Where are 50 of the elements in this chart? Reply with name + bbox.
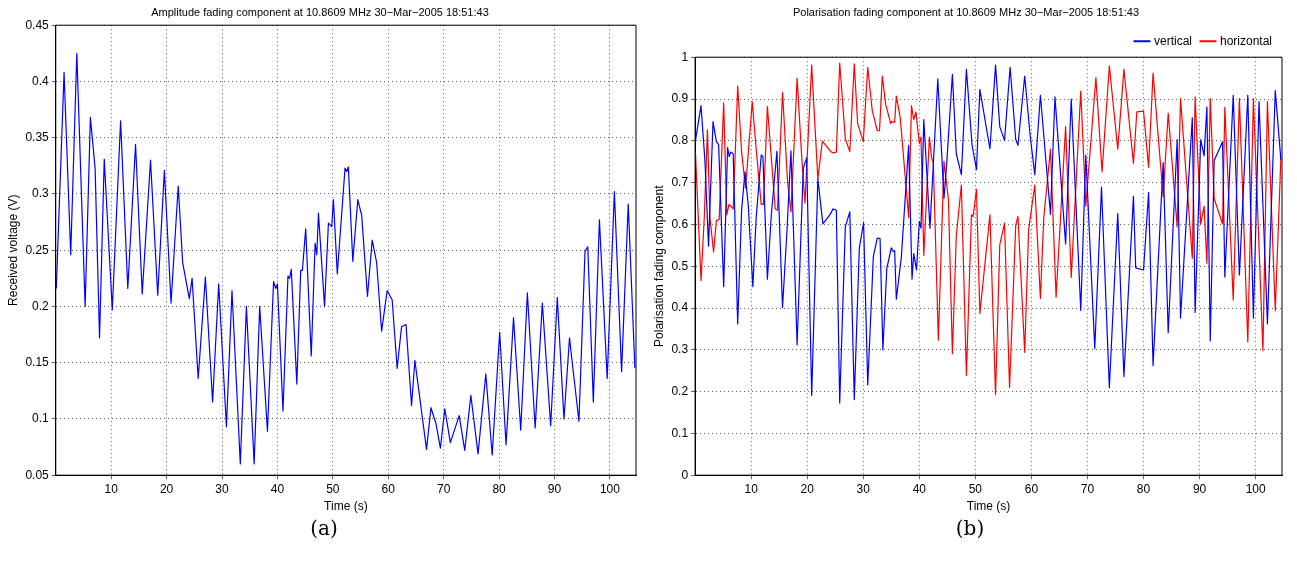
x-tick-label: 90 — [547, 481, 562, 496]
text: (b) — [954, 516, 986, 540]
x-tick-label: 30 — [856, 481, 871, 496]
x-tick-label: 80 — [1136, 481, 1151, 496]
x-tick-label: 10 — [104, 481, 119, 496]
x-axis-title: Time (s) — [324, 499, 368, 514]
x-tick-label: 20 — [800, 481, 815, 496]
x-tick-label: 10 — [744, 481, 759, 496]
y-tick-label: 0.45 — [25, 17, 50, 32]
y-axis-title: Received voltage (V) — [5, 194, 20, 306]
y-tick-label: 0.8 — [671, 133, 689, 148]
y-tick-label: 0.4 — [671, 300, 689, 315]
x-tick-label: 100 — [1245, 481, 1266, 496]
y-tick-label: 0.2 — [671, 383, 689, 398]
x-tick-label: 80 — [492, 481, 507, 496]
y-tick-label: 0.35 — [25, 130, 50, 145]
y-tick-label: 0.05 — [25, 467, 50, 482]
x-tick-label: 50 — [968, 481, 983, 496]
y-tick-label: 0.3 — [671, 342, 689, 357]
y-tick-label: 0.6 — [671, 216, 689, 231]
x-tick-label: 30 — [215, 481, 230, 496]
x-tick-label: 40 — [270, 481, 285, 496]
legend-label: horizontal — [1219, 33, 1272, 48]
y-tick-label: 0.15 — [25, 355, 50, 370]
y-axis-title: Polarisation fading component — [651, 184, 666, 347]
x-tick-label: 70 — [1080, 481, 1095, 496]
y-tick-label: 0.2 — [32, 298, 50, 313]
y-tick-label: 0.25 — [25, 242, 50, 257]
x-tick-label: 50 — [326, 481, 340, 496]
legend-label: vertical — [1153, 33, 1192, 48]
y-tick-label: 1 — [681, 49, 689, 64]
chart-title: Amplitude fading component at 10.8609 MHz 30−Mar−2005 18:51:43 — [151, 5, 489, 18]
y-tick-label: 0.7 — [671, 174, 689, 189]
y-tick-label: 0.9 — [671, 91, 689, 106]
y-tick-label: 0.5 — [671, 258, 689, 273]
chart-title: Polarisation fading component at 10.8609 MHz 30−Mar−2005 18:51:43 — [792, 5, 1140, 18]
y-tick-label: 0.3 — [32, 186, 50, 201]
y-tick-label: 0.1 — [32, 411, 50, 426]
x-tick-label: 70 — [437, 481, 451, 496]
x-tick-label: 100 — [599, 481, 621, 496]
x-tick-label: 60 — [1024, 481, 1039, 496]
y-tick-label: 0 — [681, 467, 689, 482]
x-tick-label: 60 — [381, 481, 396, 496]
y-tick-label: 0.4 — [32, 73, 50, 88]
x-tick-label: 40 — [912, 481, 927, 496]
text: (a) — [309, 516, 339, 540]
y-tick-label: 0.1 — [671, 425, 689, 440]
x-axis-title: Time (s) — [966, 499, 1011, 514]
x-tick-label: 90 — [1192, 481, 1207, 496]
x-tick-label: 20 — [159, 481, 174, 496]
